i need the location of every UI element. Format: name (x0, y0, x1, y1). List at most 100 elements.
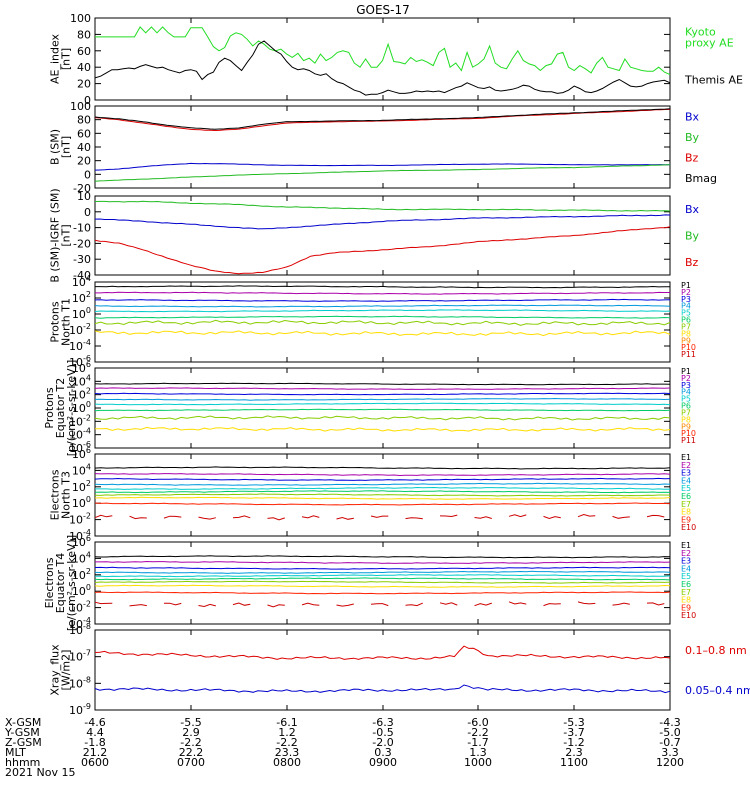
y-axis-label: Xray_flux[W/m2] (49, 644, 73, 696)
x-tick-value: -2.2 (467, 726, 488, 739)
x-tick-value: 0900 (369, 756, 397, 769)
legend-label: P6 (681, 402, 691, 411)
x-tick-value: -1.7 (467, 736, 488, 749)
series-line-e10 (232, 515, 251, 519)
legend-label: E2 (681, 549, 691, 558)
legend-label: P11 (681, 350, 696, 359)
legend-label: P6 (681, 316, 691, 325)
legend-label: E6 (681, 580, 691, 589)
x-tick-value: -3.7 (563, 726, 584, 739)
legend-label: 0.05–0.4 nm (685, 684, 750, 697)
series-line-p3 (94, 392, 671, 396)
series-line-e2 (94, 473, 671, 477)
series-line-p4 (94, 304, 671, 308)
series-line-p5 (94, 309, 671, 313)
series-line-e10 (612, 602, 630, 606)
series-line-e10 (336, 516, 354, 520)
x-tick-value: -1.2 (563, 736, 584, 749)
series-line-bmag (94, 108, 671, 130)
legend-label: 0.1–0.8 nm (685, 644, 747, 657)
series-line-e10 (370, 515, 389, 518)
legend-label: By (685, 131, 700, 144)
series-line-e5 (94, 574, 671, 578)
series-line-bz (94, 108, 671, 132)
series-line-e1 (94, 466, 671, 470)
x-tick-value: 3.3 (661, 746, 679, 759)
y-axis-label: ElectronsEquator T4[e/(cm²-s-sr-keV)] (43, 535, 78, 631)
x-tick-value: -4.3 (659, 716, 680, 729)
series-line-e10 (94, 514, 113, 519)
series-line-e7 (94, 580, 671, 584)
series-line-e4 (94, 482, 671, 486)
x-tick-value: 2.3 (565, 746, 583, 759)
legend-label: P3 (681, 295, 691, 304)
series-line-0-05-0-4-nm (94, 684, 671, 694)
series-line-p7 (94, 415, 671, 421)
panel-frame (94, 195, 671, 276)
series-line-e10 (232, 602, 251, 606)
series-line-e10 (405, 517, 423, 520)
x-tick-value: -0.7 (659, 736, 680, 749)
x-tick-value: 1100 (560, 756, 588, 769)
legend-label: P2 (681, 374, 691, 383)
legend-label: E5 (681, 572, 691, 581)
x-tick-value: -5.0 (659, 726, 680, 739)
series-line-p1 (95, 285, 671, 289)
y-axis-label: AE_index[nT] (49, 33, 73, 84)
series-line-e10 (612, 515, 630, 519)
x-tick-value: -2.0 (372, 736, 393, 749)
legend-label: E4 (681, 564, 691, 573)
legend-label: E8 (681, 508, 691, 517)
y-tick-label: 80 (77, 114, 91, 127)
series-line-p6 (94, 315, 671, 319)
legend-label: E10 (681, 611, 696, 620)
series-line-e10 (163, 602, 182, 606)
legend-label: P10 (681, 343, 696, 352)
y-tick-label: 104 (72, 274, 91, 289)
series-line-e10 (198, 516, 216, 520)
legend-label: P7 (681, 322, 691, 331)
series-line-e10 (370, 603, 389, 607)
panel-frame (94, 17, 671, 101)
x-tick-value: 21.2 (83, 746, 108, 759)
x-tick-value: 22.2 (179, 746, 204, 759)
series-line-e10 (94, 601, 113, 605)
y-tick-label: 10-9 (69, 702, 91, 717)
series-line-e9 (94, 591, 671, 595)
series-line-e10 (474, 516, 492, 519)
series-line-e10 (336, 603, 354, 607)
x-tick-value: 4.4 (86, 726, 104, 739)
series-line-e10 (508, 601, 527, 605)
y-tick-label: 10 (77, 190, 91, 203)
series-line-e3 (94, 477, 671, 481)
series-line-p8 (94, 426, 671, 432)
legend-label: Bz (685, 256, 699, 269)
series-line-p5 (94, 402, 671, 406)
y-tick-label: 0 (84, 206, 91, 219)
series-line-e6 (94, 490, 671, 494)
legend-label: P5 (681, 395, 691, 404)
y-tick-label: 100 (70, 100, 91, 113)
series-line-e1 (94, 555, 671, 559)
legend-label: E9 (681, 603, 691, 612)
series-line-e10 (646, 514, 665, 518)
legend-label: Themis AE (684, 74, 743, 87)
panel-frame (94, 105, 671, 189)
panel-frame (94, 541, 671, 625)
series-line-bx (94, 162, 670, 171)
plot-title: GOES-17 (356, 3, 410, 17)
y-axis-label: B (SM)[nT] (49, 129, 73, 165)
y-tick-label: 60 (77, 45, 91, 58)
x-row-label: hhmm (5, 756, 40, 769)
x-row-label: X-GSM (5, 716, 41, 729)
series-line-e9 (94, 502, 671, 506)
x-tick-value: -6.3 (372, 716, 393, 729)
legend-label: E2 (681, 461, 691, 470)
x-tick-value: -2.2 (276, 736, 297, 749)
x-tick-value: -6.0 (467, 716, 488, 729)
legend-label: E4 (681, 476, 691, 485)
y-tick-label: 0 (84, 94, 91, 107)
legend-label: P9 (681, 336, 691, 345)
legend-label: Kyoto proxy AE (685, 26, 734, 50)
